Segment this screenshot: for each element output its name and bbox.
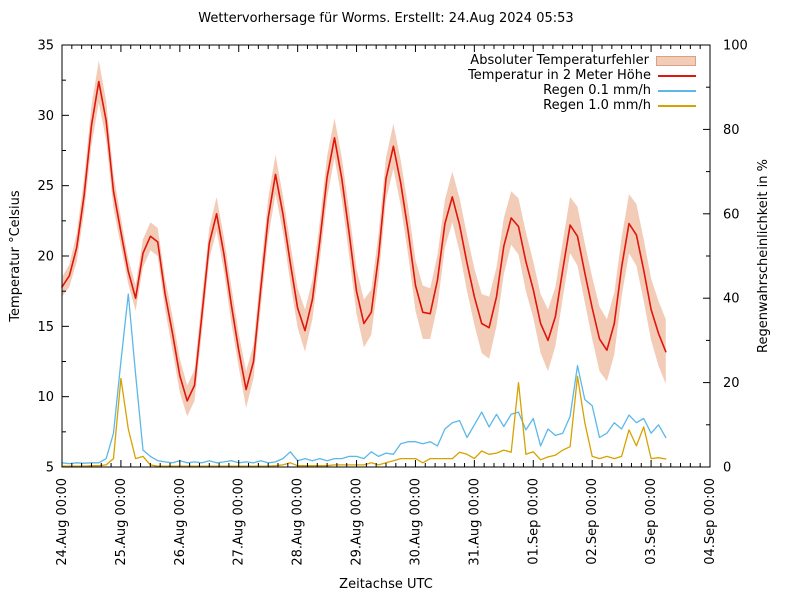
x-tick-label: 04.Sep 00:00 [703,478,718,565]
x-tick-label: 27.Aug 00:00 [232,478,247,566]
x-tick-label: 24.Aug 00:00 [55,478,70,566]
error-band-swatch [656,55,696,66]
x-tick-label: 02.Sep 00:00 [585,478,600,565]
y-left-tick-label: 5 [46,461,54,476]
legend-item-rain-01: Regen 0.1 mm/h [468,83,696,98]
temperature-line [61,80,667,402]
y-left-axis-label: Temperatur °Celsius [8,190,23,322]
y-right-tick-label: 40 [723,292,740,307]
legend: Absoluter Temperaturfehler Temperatur in… [468,53,696,113]
y-right-tick-label: 20 [723,376,740,391]
y-right-tick-label: 60 [723,207,740,222]
y-left-tick-label: 20 [37,250,54,265]
rain-10-line [61,375,667,467]
y-left-tick-label: 35 [37,39,54,54]
y-right-tick-label: 80 [723,123,740,138]
x-tick-label: 03.Sep 00:00 [644,478,659,565]
legend-label: Regen 0.1 mm/h [543,83,651,98]
rain-01-line [61,293,667,465]
y-left-tick-label: 25 [37,179,54,194]
x-tick-label: 30.Aug 00:00 [408,478,423,566]
legend-item-rain-10: Regen 1.0 mm/h [468,98,696,113]
error-band [62,60,666,417]
x-tick-label: 29.Aug 00:00 [350,478,365,566]
y-left-tick-label: 10 [37,390,54,405]
legend-label: Temperatur in 2 Meter Höhe [468,68,651,83]
temperature-line-swatch [658,74,696,77]
x-tick-label: 31.Aug 00:00 [467,478,482,566]
y-left-tick-label: 15 [37,320,54,335]
rain-01-line-swatch [658,89,696,92]
x-tick-label: 01.Sep 00:00 [526,478,541,565]
legend-item-temperature-error: Absoluter Temperaturfehler [468,53,696,68]
x-tick-label: 25.Aug 00:00 [114,478,129,566]
x-tick-label: 26.Aug 00:00 [173,478,188,566]
x-tick-label: 28.Aug 00:00 [291,478,306,566]
legend-label: Absoluter Temperaturfehler [470,53,649,68]
y-right-tick-label: 100 [723,39,748,54]
chart-title: Wettervorhersage für Worms. Erstellt: 24… [198,11,574,26]
legend-item-temperature: Temperatur in 2 Meter Höhe [468,68,696,83]
y-right-tick-label: 0 [723,461,731,476]
y-right-axis-label: Regenwahrscheinlichkeit in % [756,159,771,353]
y-left-tick-label: 30 [37,109,54,124]
rain-10-line-swatch [658,104,696,107]
x-axis-label: Zeitachse UTC [339,577,433,592]
legend-label: Regen 1.0 mm/h [543,98,651,113]
